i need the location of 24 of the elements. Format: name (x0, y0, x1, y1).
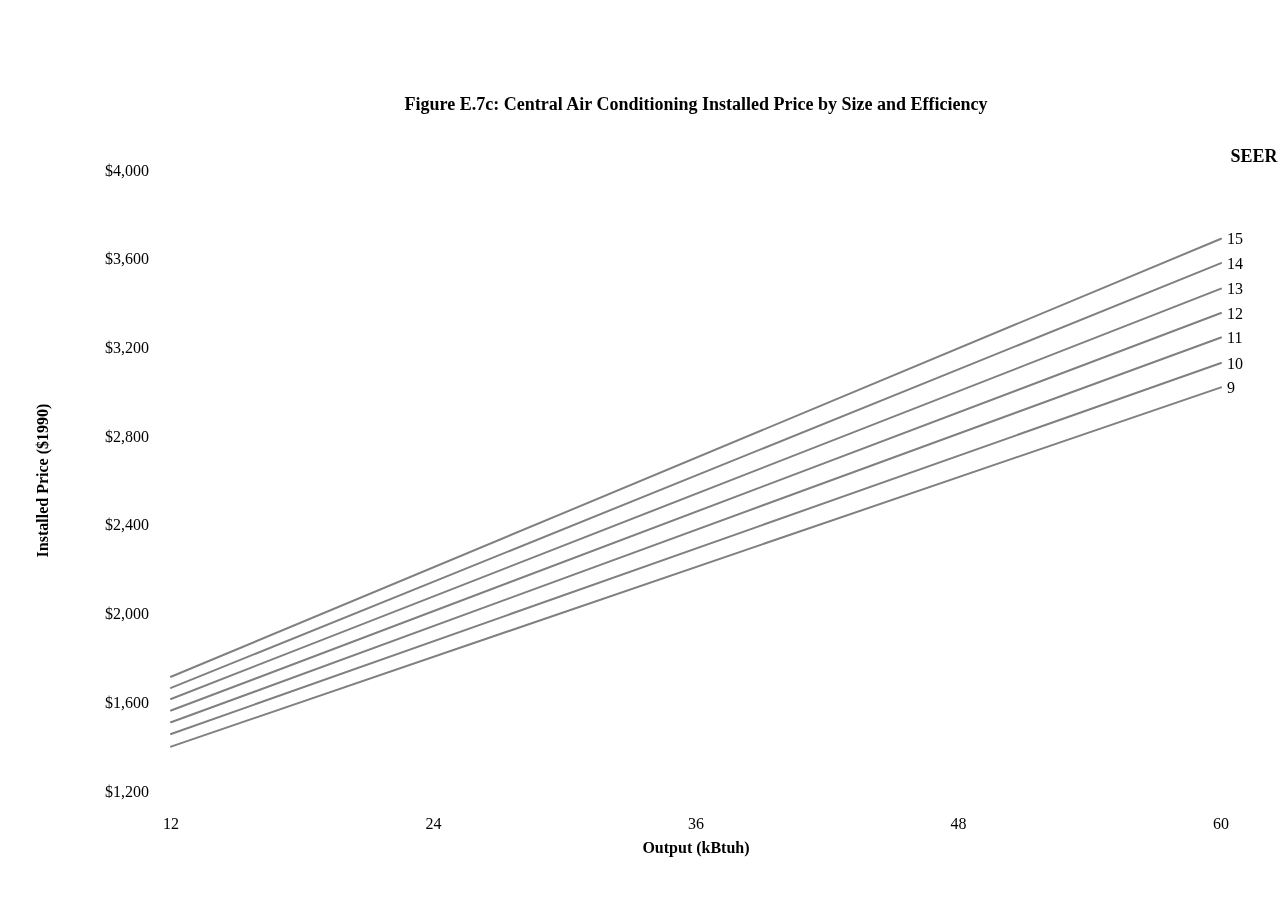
x-tick-label: 24 (425, 814, 442, 832)
x-tick-label: 12 (163, 814, 179, 832)
x-axis-title: Output (kBtuh) (642, 839, 750, 857)
series-label: 13 (1227, 280, 1243, 298)
series-label: 14 (1227, 254, 1243, 272)
y-tick-label: $1,600 (105, 693, 149, 711)
x-tick-label: 36 (688, 814, 704, 832)
series-label: 15 (1227, 230, 1243, 248)
y-tick-label: $4,000 (105, 161, 149, 179)
series-label: 11 (1227, 329, 1243, 347)
y-tick-label: $3,600 (105, 250, 149, 268)
y-axis-title: Installed Price ($1990) (34, 403, 52, 558)
y-tick-label: $3,200 (105, 339, 149, 357)
series-label: 9 (1227, 378, 1235, 396)
x-tick-label: 60 (1213, 814, 1229, 832)
series-label: 10 (1227, 354, 1243, 372)
series-label: 12 (1227, 304, 1243, 322)
legend-title: SEER (1230, 146, 1279, 166)
y-tick-label: $2,400 (105, 516, 149, 534)
chart-title: Figure E.7c: Central Air Conditioning Installed Price by Size and Efficiency (404, 94, 988, 114)
y-tick-label: $2,000 (105, 605, 149, 623)
x-tick-label: 48 (950, 814, 967, 832)
y-tick-label: $1,200 (105, 782, 149, 800)
y-tick-label: $2,800 (105, 427, 149, 445)
